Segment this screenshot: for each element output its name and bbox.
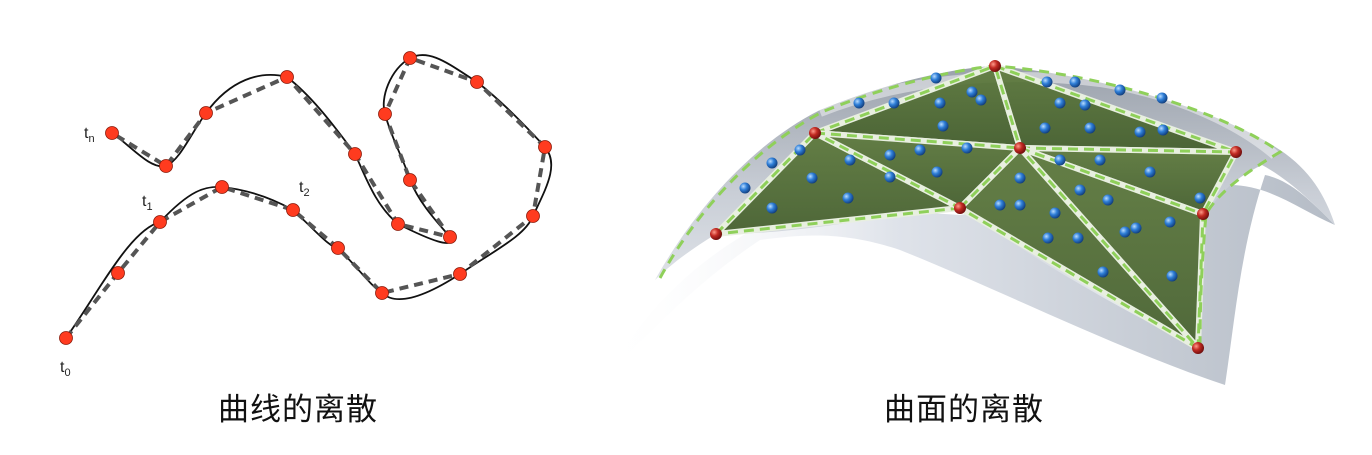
- surface-discretization-panel: [600, 60, 1335, 385]
- mesh-vertex: [954, 202, 966, 214]
- interior-point: [1054, 154, 1066, 166]
- interior-point: [1157, 124, 1169, 136]
- interior-points: [739, 72, 1206, 282]
- interior-point: [961, 142, 973, 154]
- sample-point: [331, 241, 345, 255]
- mesh-vertex: [1197, 208, 1209, 220]
- mesh-triangle-edge: [813, 64, 1022, 150]
- interior-point: [1102, 194, 1114, 206]
- interior-point: [1072, 232, 1084, 244]
- mesh-vertex: [1230, 146, 1242, 158]
- sample-point: [153, 215, 167, 229]
- sample-point: [538, 140, 552, 154]
- interior-point: [1156, 92, 1168, 104]
- interior-point: [842, 192, 854, 204]
- interior-point: [937, 120, 949, 132]
- interior-point: [1166, 270, 1178, 282]
- interior-point: [914, 144, 926, 156]
- mesh-vertex: [809, 127, 821, 139]
- interior-point: [931, 166, 943, 178]
- interior-point: [888, 97, 900, 109]
- interior-point: [1097, 266, 1109, 278]
- interior-point: [853, 97, 865, 109]
- sample-point: [453, 267, 467, 281]
- interior-point: [1074, 184, 1086, 196]
- mesh-triangle-edge: [1018, 146, 1205, 350]
- interior-point: [884, 171, 896, 183]
- mesh-vertex: [710, 228, 722, 240]
- mesh-triangle-edge: [714, 131, 962, 236]
- interior-point: [934, 97, 946, 109]
- sample-points: [59, 51, 552, 345]
- interior-point: [1084, 122, 1096, 134]
- sample-point: [470, 75, 484, 89]
- sample-point: [111, 266, 125, 280]
- interior-point: [1069, 76, 1081, 88]
- sample-point: [348, 147, 362, 161]
- interior-point: [1039, 122, 1051, 134]
- interior-point: [1042, 232, 1054, 244]
- interior-point: [1119, 226, 1131, 238]
- interior-point: [1041, 76, 1053, 88]
- mesh-vertex: [1192, 342, 1204, 354]
- label-t0: t0: [60, 359, 71, 379]
- interior-point: [930, 72, 942, 84]
- interior-point: [1014, 172, 1026, 184]
- sample-point: [403, 173, 417, 187]
- interior-point: [1194, 192, 1206, 204]
- sample-point: [59, 331, 73, 345]
- sample-point: [286, 203, 300, 217]
- label-t1: t1: [142, 193, 153, 213]
- mesh-vertices: [710, 60, 1242, 354]
- sample-point: [375, 286, 389, 300]
- sample-point: [526, 209, 540, 223]
- interior-point: [1054, 97, 1066, 109]
- sample-point: [403, 51, 417, 65]
- interior-point: [994, 199, 1006, 211]
- interior-point: [1134, 126, 1146, 138]
- interior-point: [1049, 207, 1061, 219]
- interior-point: [766, 202, 778, 214]
- mesh-vertex: [1014, 142, 1026, 154]
- label-tn: tn: [84, 125, 95, 145]
- interior-point: [884, 149, 896, 161]
- interior-point: [1164, 216, 1176, 228]
- caption-curve-discretization: 曲线的离散: [218, 392, 378, 428]
- sample-point: [443, 230, 457, 244]
- sample-point: [280, 70, 294, 84]
- mesh-triangles: [658, 63, 1283, 351]
- interior-point: [1114, 84, 1126, 96]
- interior-point: [1014, 199, 1026, 211]
- sample-point: [159, 159, 173, 173]
- sample-point: [215, 180, 229, 194]
- sample-point: [378, 107, 392, 121]
- interior-point: [794, 144, 806, 156]
- interior-point: [1094, 154, 1106, 166]
- interior-point: [1144, 166, 1156, 178]
- caption-surface-discretization: 曲面的离散: [884, 392, 1044, 428]
- sample-point: [391, 217, 405, 231]
- mesh-triangle-edge: [993, 64, 1238, 154]
- interior-point: [1079, 99, 1091, 111]
- interior-point: [844, 154, 856, 166]
- interior-point: [975, 94, 987, 106]
- curve-discretization-panel: t0 t1 t2 tn: [59, 51, 553, 379]
- interior-point: [966, 86, 978, 98]
- interior-point: [766, 157, 778, 169]
- sample-point: [199, 106, 213, 120]
- mesh-triangle: [957, 145, 1201, 351]
- interior-point: [1130, 222, 1142, 234]
- mesh-vertex: [989, 60, 1001, 72]
- interior-point: [739, 182, 751, 194]
- label-t2: t2: [299, 179, 310, 199]
- interior-point: [806, 172, 818, 184]
- sample-point: [105, 126, 119, 140]
